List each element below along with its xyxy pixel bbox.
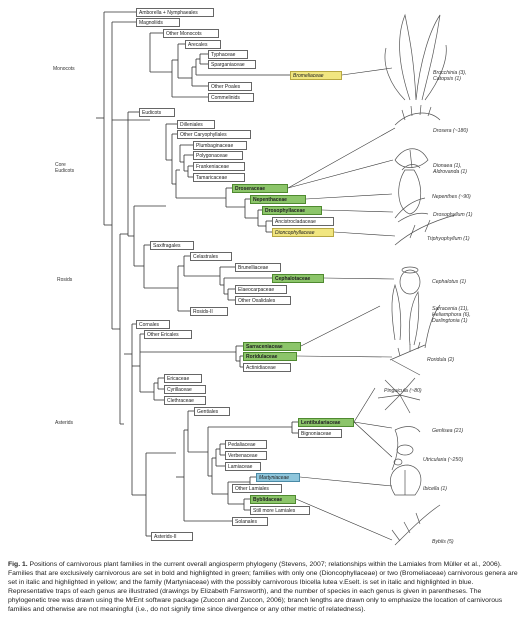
tree-label-ericaceae: Ericaceae [164, 373, 202, 383]
genus-label-cephalotus: Cephalotus (1) [432, 279, 467, 285]
group-label-monocots: Monocots [53, 66, 75, 72]
cephalotus-pitcher-icon [399, 269, 421, 295]
tree-label-dioncophyllaceae: Dioncophyllaceae [272, 227, 334, 237]
ibicella-drawing [390, 464, 422, 496]
pinguicula-drawing [377, 377, 421, 414]
group-label-core-eudicots: Core Eudicots [55, 162, 75, 174]
tree-label-sarraceniaceae: Sarraceniaceae [243, 341, 301, 351]
tree-label-other-lamiales: Other Lamiales [232, 483, 282, 493]
genus-label-utricularia: Utricularia (~250) [423, 457, 463, 463]
tree-label-other-monocots: Other Monocots [163, 28, 219, 38]
genus-label-dionaea: Dionaea (1), Aldrovanda (1) [433, 163, 468, 175]
tree-label-eudicots: Eudicots [139, 107, 175, 117]
tree-label-cephalotaceae: Cephalotaceae [272, 273, 324, 283]
genus-label-ibicella: Ibicella (1) [423, 486, 447, 492]
genus-label-brocchinia: Brocchinia (3), Catopsis (1) [433, 70, 467, 82]
tree-label-drosophyllaceae: Drosophyllaceae [262, 205, 322, 215]
tree-label-dilleniales: Dilleniales [177, 119, 215, 129]
tree-label-pedaliaceae: Pedaliaceae [225, 439, 267, 449]
genus-label-triphyophyllum: Triphyophyllum (1) [427, 236, 470, 242]
tree-label-asterids-ii: Asterids-II [151, 531, 193, 541]
dionaea-drawing [394, 148, 429, 169]
tree-label-cyrillaceae: Cyrillaceae [164, 384, 206, 394]
tree-label-rosids-ii: Rosids-II [190, 306, 228, 316]
tree-label-celastrales: Celastrales [190, 251, 232, 261]
triphyophyllum-drawing [394, 214, 456, 246]
caption-label: Fig. 1. [8, 561, 28, 568]
tree-label-droseraceae: Droseraceae [232, 183, 288, 193]
tree-label-byblidaceae: Byblidaceae [250, 494, 296, 504]
genus-label-sarracenia: Sarracenia (11), Heliamphora (6), Darlin… [432, 306, 471, 324]
utricularia-bladder-icon [393, 458, 403, 466]
tree-label-verbenaceae: Verbenaceae [225, 450, 267, 460]
tree-label-plumbaginaceae: Plumbaginaceae [193, 140, 247, 150]
tree-label-bignoniaceae: Bignoniaceae [298, 428, 342, 438]
genlisea-drawing [391, 426, 421, 471]
nepenthes-drawing [398, 164, 421, 215]
drosophyllum-drawing [394, 197, 429, 223]
tree-label-gentiales: Gentiales [194, 406, 230, 416]
brocchinia-drawing [384, 13, 447, 101]
tree-label-tamaricaceae: Tamaricaceae [193, 172, 245, 182]
sarracenia-drawing [391, 283, 441, 349]
cephalotus-lid-icon [401, 266, 419, 274]
caption-text: Positions of carnivorous plant families … [8, 561, 518, 613]
tree-label-other-oxalidales: Other Oxalidales [235, 295, 291, 305]
tree-branches [96, 11, 456, 546]
tree-label-typhaceae: Typhaceae [208, 49, 248, 59]
genus-label-byblis: Byblis (5) [432, 539, 454, 545]
genus-label-drosera: Drosera (~180) [433, 128, 469, 134]
tree-label-bromeliaceae: Bromeliaceae [290, 70, 342, 80]
tree-label-commelinids: Commelinids [208, 92, 254, 102]
roridula-drawing [389, 341, 426, 376]
tree-label-elaeocarpaceae: Elaeocarpaceae [235, 284, 287, 294]
genus-label-genlisea: Genlisea (21) [432, 428, 464, 434]
tree-label-cornales: Cornales [136, 319, 170, 329]
genlisea-trap-icon [396, 444, 414, 456]
tree-label-nepenthaceae: Nepenthaceae [250, 194, 306, 204]
tree-label-still-more-lamiales: Still more Lamiales [250, 505, 310, 515]
genus-label-roridula: Roridula (2) [427, 357, 455, 363]
tree-label-other-ericales: Other Ericales [144, 329, 192, 339]
tree-label-clethraceae: Clethraceae [164, 395, 206, 405]
tree-label-sparganiaceae: Sparganiaceae [208, 59, 256, 69]
genus-label-pinguicula: Pinguicula (~80) [384, 388, 422, 394]
tree-label-saxifragales: Saxifragales [150, 240, 194, 250]
tree-label-lentibulariaceae: Lentibulariaceae [298, 417, 354, 427]
group-label-rosids: Rosids [57, 277, 73, 283]
tree-label-magnoliids: Magnoliids [136, 17, 180, 27]
phylogenetic-tree: Amborella + Nymphaeales Magnoliids Other M… [53, 7, 473, 546]
group-label-asterids: Asterids [55, 420, 74, 426]
byblis-drawing [391, 504, 441, 546]
tree-label-martyniaceae: Martyniaceae [256, 472, 300, 482]
tree-label-other-caryophyllales: Other Caryophyllales [177, 129, 251, 139]
drosera-drawing [394, 104, 441, 126]
figure-caption: Fig. 1. Positions of carnivorous plant f… [8, 560, 518, 614]
tree-label-polygonaceae: Polygonaceae [193, 150, 243, 160]
tree-label-arecales: Arecales [185, 39, 221, 49]
genus-label-drosophyllum: Drosophyllum (1) [433, 212, 473, 218]
tree-label-amborella: Amborella + Nymphaeales [136, 7, 214, 17]
tree-label-frankeniaceae: Frankeniaceae [193, 161, 245, 171]
tree-label-ancistrocladaceae: Ancistrocladaceae [272, 216, 334, 226]
tree-label-roridulaceae: Roridulaceae [243, 351, 297, 361]
genus-label-nepenthes: Nepenthes (~90) [432, 194, 471, 200]
tree-label-other-poales: Other Poales [208, 81, 252, 91]
tree-label-brunelliaceae: Brunelliaceae [235, 262, 281, 272]
tree-label-lamiaceae: Lamiaceae [225, 461, 261, 471]
tree-label-actinidiaceae: Actinidiaceae [243, 362, 291, 372]
tree-label-solanales: Solanales [232, 516, 268, 526]
